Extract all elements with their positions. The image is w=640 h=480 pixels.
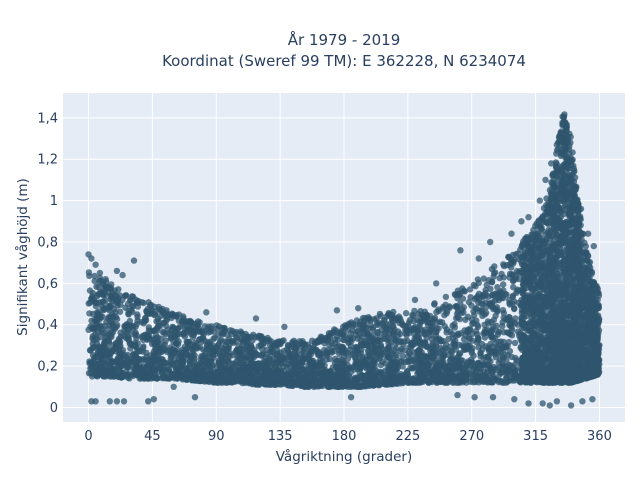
data-point xyxy=(552,164,560,171)
data-point xyxy=(506,270,514,278)
data-point xyxy=(115,346,123,353)
data-point xyxy=(233,334,240,341)
data-point xyxy=(557,243,564,250)
data-point xyxy=(172,340,180,347)
data-point xyxy=(196,344,204,351)
data-point xyxy=(370,339,377,346)
data-point xyxy=(93,283,100,290)
data-point xyxy=(442,293,450,301)
data-point xyxy=(492,312,499,320)
data-point xyxy=(143,353,150,360)
data-point xyxy=(500,261,507,268)
data-point xyxy=(162,337,169,344)
data-point xyxy=(286,357,294,365)
data-point xyxy=(560,210,568,218)
data-point xyxy=(490,323,497,330)
data-point xyxy=(115,286,122,293)
data-point xyxy=(105,313,113,321)
data-point xyxy=(298,351,305,358)
data-point xyxy=(481,334,489,341)
data-point xyxy=(217,336,225,344)
data-point xyxy=(280,347,288,355)
scatter-points xyxy=(85,111,603,409)
data-point xyxy=(553,147,561,154)
data-point xyxy=(469,320,476,327)
data-point xyxy=(99,313,106,320)
data-point xyxy=(571,168,578,175)
data-point xyxy=(157,313,164,320)
data-point xyxy=(559,262,566,269)
chart-title-line-2: Koordinat (Sweref 99 TM): E 362228, N 62… xyxy=(162,52,526,70)
data-point xyxy=(562,155,569,162)
data-point xyxy=(91,277,98,285)
data-point xyxy=(223,338,231,346)
data-point xyxy=(126,375,133,382)
data-point xyxy=(441,311,448,319)
data-point xyxy=(399,353,406,360)
data-point xyxy=(91,272,98,280)
data-point xyxy=(511,305,518,313)
data-point xyxy=(517,343,525,351)
data-point xyxy=(520,314,527,322)
data-point xyxy=(326,341,333,349)
data-point xyxy=(105,305,112,312)
data-point xyxy=(500,281,507,288)
data-point xyxy=(181,333,189,340)
data-point xyxy=(492,354,499,361)
data-point xyxy=(552,180,559,187)
data-point xyxy=(468,302,475,309)
data-point xyxy=(134,313,141,320)
data-point xyxy=(447,328,454,335)
data-point xyxy=(290,337,298,344)
data-point xyxy=(454,308,462,315)
data-point xyxy=(340,345,347,352)
data-point xyxy=(452,303,459,310)
data-point xyxy=(557,152,565,160)
data-point xyxy=(493,304,501,311)
data-point xyxy=(131,342,138,349)
data-point xyxy=(534,326,542,334)
data-point xyxy=(140,343,147,350)
data-point xyxy=(85,269,93,276)
data-point xyxy=(451,320,458,328)
data-point xyxy=(374,329,381,337)
data-point xyxy=(431,300,438,307)
data-point xyxy=(573,276,580,284)
data-point xyxy=(375,337,382,344)
data-point xyxy=(479,346,486,353)
data-point xyxy=(460,304,467,311)
data-point xyxy=(281,353,289,361)
data-point xyxy=(500,309,508,317)
data-point xyxy=(475,279,482,286)
data-point xyxy=(466,286,474,293)
data-point xyxy=(494,284,501,291)
data-point xyxy=(482,289,489,297)
data-point xyxy=(459,285,466,292)
data-point xyxy=(488,279,496,286)
data-point xyxy=(506,348,514,355)
data-point xyxy=(398,345,405,353)
data-point xyxy=(421,331,429,338)
data-point xyxy=(437,378,444,386)
chart-title-line-1: År 1979 - 2019 xyxy=(288,30,401,49)
data-point xyxy=(482,304,490,311)
data-point xyxy=(459,295,467,302)
data-point xyxy=(585,323,593,330)
data-point xyxy=(317,333,325,340)
